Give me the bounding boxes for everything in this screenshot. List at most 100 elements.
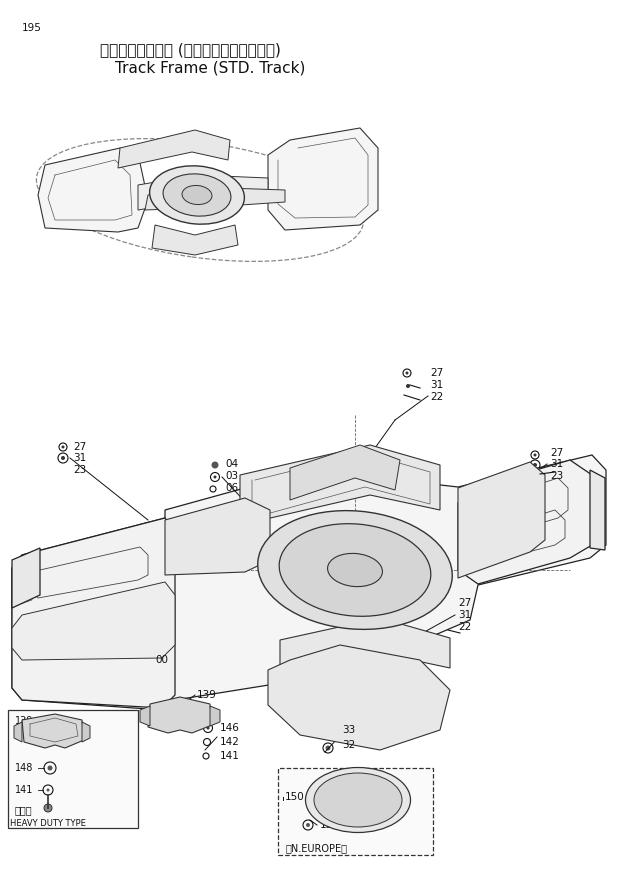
Circle shape: [61, 456, 65, 460]
Circle shape: [420, 557, 427, 564]
Text: 〈N.EUROPE〉: 〈N.EUROPE〉: [286, 843, 348, 853]
Polygon shape: [12, 582, 175, 660]
Circle shape: [319, 787, 325, 793]
Ellipse shape: [279, 524, 431, 616]
Circle shape: [405, 372, 409, 375]
Polygon shape: [12, 455, 606, 710]
Text: 141: 141: [220, 751, 240, 761]
Text: 32: 32: [342, 740, 355, 750]
Text: 22: 22: [458, 622, 471, 632]
Text: 146: 146: [220, 723, 240, 733]
Text: 150: 150: [285, 792, 305, 802]
Polygon shape: [118, 130, 230, 168]
Circle shape: [395, 797, 401, 803]
Text: 00: 00: [155, 655, 168, 665]
Circle shape: [406, 594, 413, 601]
Polygon shape: [148, 697, 212, 733]
Polygon shape: [458, 460, 592, 584]
Circle shape: [406, 384, 410, 388]
Text: 27: 27: [550, 448, 563, 458]
Text: 195: 195: [22, 23, 42, 33]
Text: 強化形: 強化形: [15, 805, 33, 815]
Circle shape: [338, 525, 345, 532]
Text: HEAVY DUTY TYPE: HEAVY DUTY TYPE: [10, 820, 86, 828]
Polygon shape: [38, 148, 148, 232]
Text: 03: 03: [225, 471, 238, 481]
Text: 04: 04: [225, 459, 238, 469]
Circle shape: [46, 788, 50, 792]
Text: 31: 31: [458, 610, 471, 620]
Circle shape: [533, 463, 537, 467]
Circle shape: [443, 616, 447, 620]
Circle shape: [61, 445, 64, 449]
Polygon shape: [240, 445, 440, 525]
Circle shape: [306, 823, 310, 827]
Ellipse shape: [163, 174, 231, 217]
Circle shape: [365, 525, 372, 532]
Circle shape: [329, 728, 332, 732]
Text: 142: 142: [220, 737, 240, 747]
Circle shape: [309, 601, 316, 608]
Circle shape: [211, 462, 218, 469]
Circle shape: [326, 746, 330, 751]
Text: 139: 139: [197, 690, 217, 700]
Text: 141: 141: [15, 785, 33, 795]
Polygon shape: [210, 706, 220, 726]
Circle shape: [282, 574, 290, 581]
Polygon shape: [268, 128, 378, 230]
Polygon shape: [458, 462, 545, 578]
Text: 31: 31: [550, 459, 563, 469]
Circle shape: [418, 579, 425, 586]
Polygon shape: [268, 645, 450, 750]
Text: トラックフレーム (スタンダードトラック): トラックフレーム (スタンダードトラック): [100, 43, 281, 58]
Polygon shape: [590, 470, 605, 550]
Ellipse shape: [314, 773, 402, 827]
Text: 148: 148: [15, 763, 33, 773]
Circle shape: [443, 603, 446, 607]
Ellipse shape: [327, 553, 383, 587]
Circle shape: [44, 804, 52, 812]
Text: 23: 23: [550, 471, 563, 481]
Circle shape: [283, 557, 290, 564]
Circle shape: [334, 608, 340, 615]
Circle shape: [409, 542, 416, 549]
Circle shape: [389, 531, 397, 538]
Polygon shape: [152, 225, 238, 255]
Circle shape: [346, 821, 352, 827]
Text: 22: 22: [430, 392, 443, 402]
Circle shape: [360, 609, 367, 616]
Circle shape: [533, 453, 536, 457]
Ellipse shape: [306, 767, 410, 833]
Polygon shape: [82, 722, 90, 742]
Polygon shape: [280, 618, 450, 672]
Circle shape: [421, 563, 428, 570]
Polygon shape: [12, 548, 40, 608]
Circle shape: [386, 604, 392, 611]
Bar: [278, 768, 433, 855]
Text: 33: 33: [342, 725, 355, 735]
Text: 27: 27: [73, 442, 86, 452]
Circle shape: [313, 531, 321, 538]
Circle shape: [380, 815, 386, 821]
Text: 06: 06: [225, 483, 238, 493]
Circle shape: [319, 808, 325, 814]
Text: 23: 23: [73, 465, 86, 475]
Text: 151: 151: [320, 820, 340, 830]
Polygon shape: [22, 714, 84, 748]
Text: 27: 27: [430, 368, 443, 378]
Circle shape: [380, 778, 386, 784]
Polygon shape: [140, 706, 150, 726]
Ellipse shape: [149, 166, 244, 224]
Circle shape: [213, 476, 216, 478]
Text: 31: 31: [73, 453, 86, 463]
Ellipse shape: [258, 511, 452, 629]
Polygon shape: [14, 722, 22, 742]
Polygon shape: [290, 445, 400, 500]
Polygon shape: [165, 498, 270, 575]
Text: 139: 139: [15, 716, 33, 726]
Polygon shape: [138, 175, 268, 210]
Text: Track Frame (STD. Track): Track Frame (STD. Track): [115, 60, 306, 75]
Circle shape: [294, 542, 301, 549]
Text: 31: 31: [430, 380, 443, 390]
Bar: [8, 710, 138, 828]
